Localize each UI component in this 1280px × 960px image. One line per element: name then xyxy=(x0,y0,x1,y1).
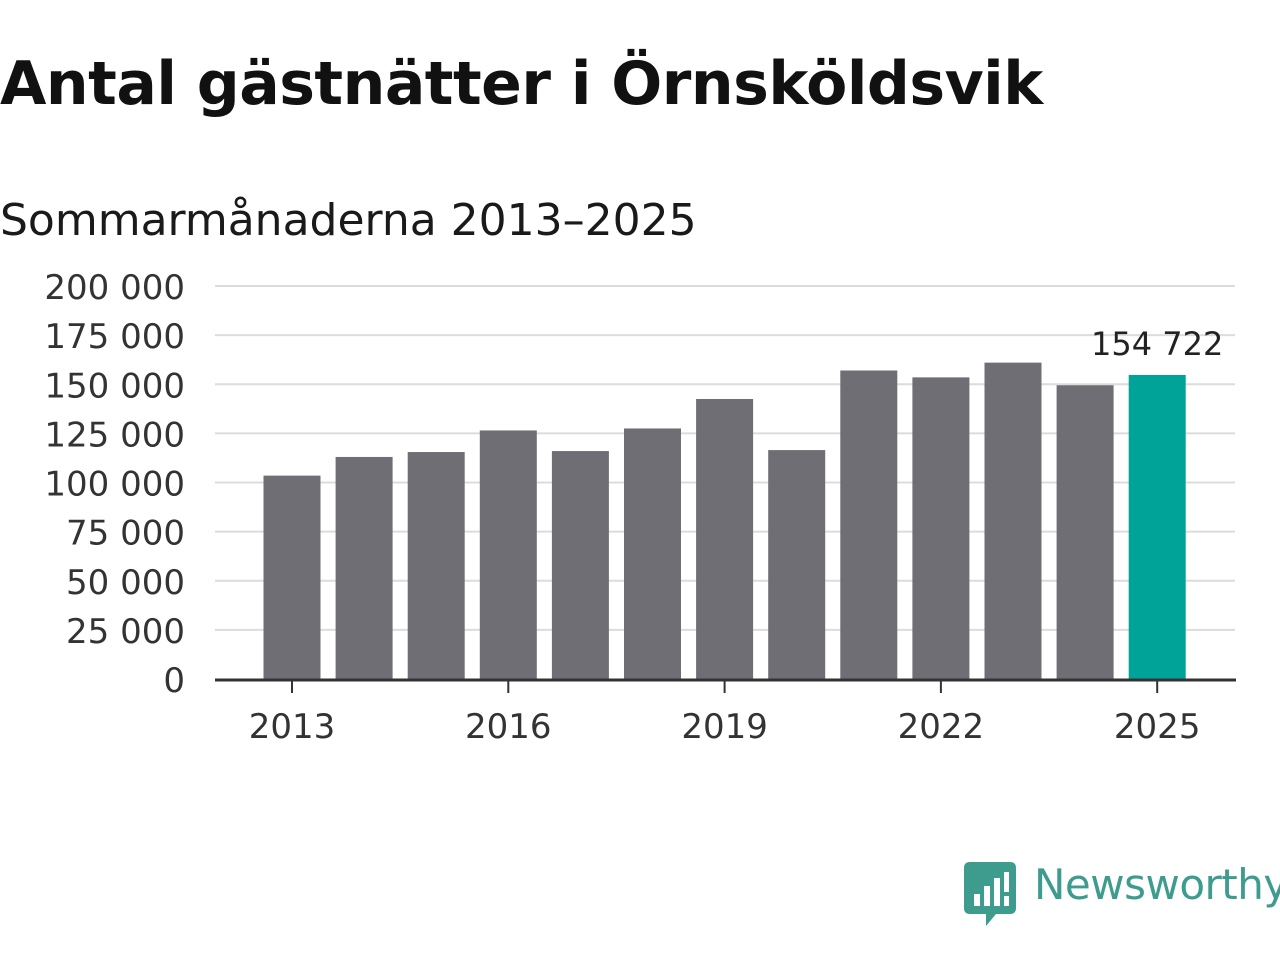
newsworthy-logo-text: Newsworthy xyxy=(1034,860,1280,909)
y-tick-label: 25 000 xyxy=(66,612,185,652)
bar-2013 xyxy=(263,475,321,679)
bar-chart: 0 25 000 50 000 75 000 100 000 125 000 150 000… xyxy=(44,268,1236,747)
x-tick-label: 2016 xyxy=(465,707,552,747)
y-axis-tick-labels: 0 25 000 50 000 75 000 100 000 125 000 150 000… xyxy=(44,268,185,701)
y-tick-label: 50 000 xyxy=(66,563,185,603)
y-tick-label: 175 000 xyxy=(44,317,185,357)
y-tick-label: 125 000 xyxy=(44,415,185,455)
y-tick-label: 75 000 xyxy=(66,514,185,554)
x-tick-label: 2022 xyxy=(898,707,985,747)
bar-2025 xyxy=(1128,374,1186,679)
y-tick-label: 0 xyxy=(163,661,185,701)
bar-2017 xyxy=(551,451,609,679)
chart-subtitle: Sommarmånaderna 2013–2025 xyxy=(0,195,697,246)
bar-2022 xyxy=(912,377,970,679)
newsworthy-logo: Newsworthy xyxy=(964,860,1280,928)
bar-2020 xyxy=(768,450,826,679)
x-tick-label: 2019 xyxy=(681,707,768,747)
bar-2024 xyxy=(1056,385,1114,679)
x-tick-label: 2013 xyxy=(249,707,336,747)
bars xyxy=(263,362,1186,679)
bar-2019 xyxy=(696,398,754,679)
y-tick-label: 100 000 xyxy=(44,465,185,505)
annotations: 154 722 xyxy=(1091,325,1223,363)
bar-2015 xyxy=(407,452,465,679)
y-tick-label: 200 000 xyxy=(44,268,185,308)
data-label-2025: 154 722 xyxy=(1091,325,1223,363)
x-tick-label: 2025 xyxy=(1114,707,1201,747)
bar-2014 xyxy=(335,456,393,679)
bar-2016 xyxy=(479,430,537,679)
bar-2023 xyxy=(984,362,1042,679)
x-axis-tick-labels: 2013 2016 2019 2022 2025 xyxy=(249,681,1201,747)
y-tick-label: 150 000 xyxy=(44,366,185,406)
chart-title: Antal gästnätter i Örnsköldsvik xyxy=(0,49,1043,119)
bar-2018 xyxy=(624,428,681,679)
bar-2021 xyxy=(840,370,898,679)
newsworthy-logo-icon xyxy=(964,862,1016,926)
